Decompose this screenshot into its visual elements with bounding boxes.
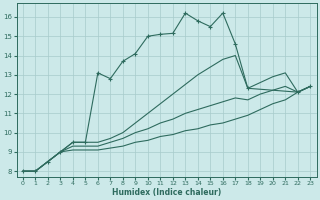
X-axis label: Humidex (Indice chaleur): Humidex (Indice chaleur) — [112, 188, 221, 197]
